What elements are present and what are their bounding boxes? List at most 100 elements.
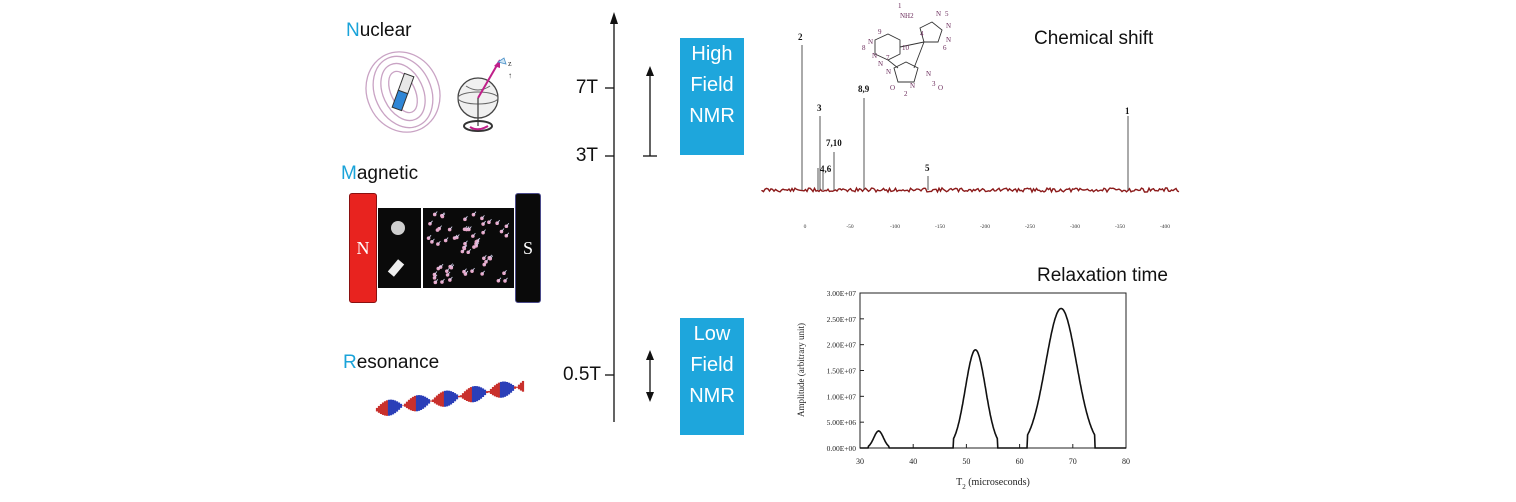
high-field-line-2: Field — [690, 74, 734, 96]
spin-arrow — [437, 240, 441, 245]
spectrum-peak-label: 3 — [817, 103, 822, 113]
spin-arrow — [475, 240, 479, 245]
svg-text:↑: ↑ — [508, 71, 512, 80]
relaxation-ytick-label: 1.00E+07 — [827, 392, 857, 401]
spin-arrow — [477, 237, 481, 242]
spectrum-axis-tick: -100 — [890, 224, 900, 230]
relaxation-xtick-label: 30 — [856, 457, 864, 466]
spin-arrow — [437, 265, 442, 269]
concept-nuclear-initial: N — [346, 20, 360, 41]
molecule-label: N — [946, 36, 951, 44]
molecule-label: N — [910, 82, 915, 90]
molecule-label: 2 — [904, 90, 908, 98]
molecule-label: 6 — [943, 44, 947, 52]
molecule-label: NH2 — [900, 12, 914, 20]
relaxation-xtick-label: 80 — [1122, 457, 1130, 466]
spectrum-title: Chemical shift — [1034, 28, 1154, 49]
molecule-label: 1 — [898, 2, 902, 10]
molecule-structure — [874, 21, 943, 83]
magnet-south-pole: S — [515, 193, 541, 303]
tick-0-5t: 0.5T — [562, 364, 601, 385]
relaxation-ylabel: Amplitude (arbitrary unit) — [796, 323, 806, 417]
spin-arrow — [428, 234, 432, 239]
spectrum-peak-label: 1 — [1125, 106, 1130, 116]
spectrum-peak-label: 8,9 — [858, 84, 870, 94]
magnet-south-label: S — [522, 238, 533, 258]
spin-arrow — [506, 232, 510, 237]
high-field-nmr-box: High Field NMR — [680, 38, 744, 155]
relaxation-xtick-label: 60 — [1016, 457, 1024, 466]
magnet-field-icon — [365, 51, 441, 133]
low-field-line-2: Field — [690, 354, 734, 376]
spin-arrow — [435, 279, 439, 283]
spin-arrow — [454, 234, 458, 239]
molecule-label: N — [878, 60, 883, 68]
spectrum-peak-label: 2 — [798, 32, 803, 42]
spin-arrow — [464, 216, 468, 220]
spin-arrow — [485, 258, 489, 263]
spin-arrow — [438, 225, 442, 229]
relaxation-series-line — [860, 307, 1126, 449]
spin-arrow — [482, 220, 486, 225]
concept-resonance: Resonance — [343, 352, 439, 374]
spinning-nucleus-icon: z ↑ — [457, 57, 512, 132]
spin-arrow — [481, 215, 485, 219]
spin-arrow — [501, 228, 505, 232]
spectrum-peak-label: 7,10 — [826, 138, 842, 148]
spin-arrow — [434, 271, 438, 275]
relaxation-xlabel: T2 (microseconds) — [956, 477, 1030, 491]
spectrum-axis-tick: -200 — [980, 224, 990, 230]
spin-arrow — [466, 226, 470, 230]
spin-arrow — [481, 270, 485, 275]
concept-magnetic: Magnetic — [341, 163, 418, 185]
spin-arrow — [456, 234, 460, 238]
relaxation-ytick-label: 2.50E+07 — [827, 315, 857, 324]
svg-text:z: z — [508, 59, 512, 68]
molecule-label: 7 — [886, 54, 890, 62]
spectrum-peak-label: 4,6 — [820, 164, 832, 174]
molecule-label: N — [936, 10, 941, 18]
relaxation-ytick-label: 5.00E+06 — [827, 418, 857, 427]
concept-resonance-rest: esonance — [356, 352, 440, 373]
tick-3t: 3T — [575, 145, 598, 166]
spin-arrow — [463, 268, 467, 272]
spin-arrow — [475, 242, 479, 247]
molecule-label: O — [890, 84, 895, 92]
molecule-label: 10 — [902, 44, 910, 52]
spectrum-axis-tick: -300 — [1070, 224, 1080, 230]
spectrum-axis-tick: -400 — [1160, 224, 1170, 230]
high-field-line-3: NMR — [689, 105, 735, 127]
molecule-label: 4 — [920, 30, 924, 38]
relaxation-ytick-label: 2.00E+07 — [827, 341, 857, 350]
spin-arrow — [434, 211, 438, 215]
spin-arrow — [441, 278, 445, 283]
spectrum-axis-tick: 0 — [804, 224, 807, 230]
spin-arrow — [503, 269, 507, 274]
relaxation-ytick-label: 3.00E+07 — [827, 289, 857, 298]
spin-arrow — [504, 277, 508, 282]
spectrum-axis-tick: -50 — [846, 224, 854, 230]
spin-arrow — [449, 276, 453, 281]
spin-arrow — [498, 277, 502, 282]
relaxation-xtick-label: 70 — [1069, 457, 1077, 466]
low-field-line-3: NMR — [689, 385, 735, 407]
spectrum-axis-tick: -350 — [1115, 224, 1125, 230]
molecule-label: 9 — [878, 28, 882, 36]
relaxation-ytick-label: 1.50E+07 — [827, 367, 857, 376]
spin-arrow — [467, 248, 472, 253]
spin-arrow — [445, 237, 449, 241]
spin-arrow — [468, 226, 472, 230]
spin-arrow — [488, 218, 492, 223]
molecule-label: N — [868, 38, 873, 46]
field-axis — [605, 12, 657, 422]
molecule-label: N — [886, 68, 891, 76]
spin-arrow — [471, 267, 475, 272]
relaxation-ytick-label: 0.00E+00 — [827, 444, 857, 453]
concept-magnetic-rest: agnetic — [356, 163, 419, 184]
relaxation-chart: 0.00E+00 5.00E+06 1.00E+07 1.50E+07 2.00E+07… — [796, 289, 1130, 491]
magnet-north-label: N — [356, 238, 370, 258]
spin-arrow — [440, 263, 444, 268]
spectrum-axis-tick: -150 — [935, 224, 945, 230]
magnet-north-pole: N — [349, 193, 377, 303]
